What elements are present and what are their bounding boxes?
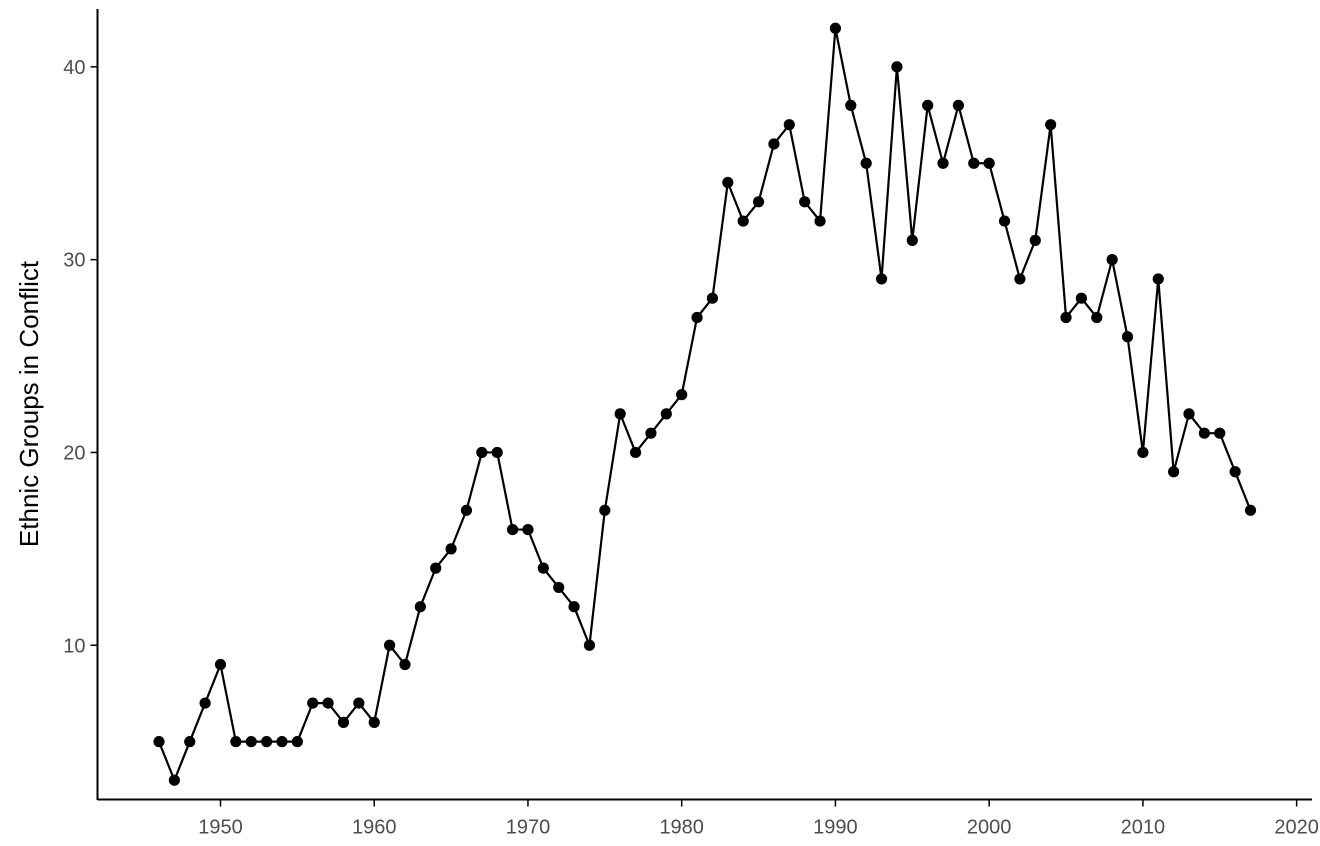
series-line (157, 27, 1252, 782)
data-point (829, 22, 842, 34)
data-point (983, 157, 995, 169)
x-tick-label: 1950 (198, 817, 243, 839)
data-point (1106, 254, 1118, 266)
data-point (722, 176, 734, 189)
data-point (1075, 292, 1087, 304)
data-point (645, 427, 657, 439)
data-point (430, 562, 442, 574)
data-point (998, 215, 1011, 227)
data-point (414, 601, 426, 613)
data-point (583, 639, 596, 651)
data-point (153, 736, 165, 748)
data-point (261, 736, 273, 748)
data-point (737, 215, 749, 227)
data-point (399, 658, 411, 671)
x-tick-label: 1970 (506, 817, 551, 839)
data-point (368, 716, 380, 728)
data-point (891, 61, 903, 73)
y-axis-ticks: 10 20 30 40 (63, 57, 98, 657)
data-point (1214, 427, 1226, 439)
data-point (1152, 273, 1164, 285)
data-point (968, 157, 980, 169)
data-point (845, 99, 857, 112)
data-point (660, 408, 672, 420)
data-point (676, 389, 688, 401)
data-point (522, 523, 534, 536)
data-point (245, 736, 257, 748)
data-point (553, 581, 565, 594)
data-point (1045, 119, 1057, 131)
series-layer (153, 22, 1257, 786)
data-point (629, 446, 642, 459)
data-point (1060, 311, 1072, 324)
data-point (875, 273, 888, 285)
data-point (599, 504, 611, 516)
data-point (276, 736, 288, 748)
data-point (706, 292, 719, 304)
data-point (353, 697, 365, 709)
x-tick-label: 2000 (967, 817, 1012, 839)
data-point (337, 716, 350, 728)
data-point (1183, 408, 1195, 420)
data-point (614, 408, 626, 420)
x-tick-label: 2010 (1121, 817, 1166, 839)
data-point (1014, 273, 1026, 285)
data-point (691, 311, 703, 324)
data-point (1121, 331, 1134, 343)
data-point (768, 138, 780, 150)
data-point (307, 697, 319, 709)
data-point (537, 562, 549, 574)
x-tick-label: 1960 (352, 817, 397, 839)
data-point (937, 157, 949, 169)
x-axis-ticks: 1950 1960 1970 1980 1990 2000 2010 2020 (198, 799, 1319, 839)
data-point (783, 119, 795, 131)
data-point (1029, 234, 1041, 246)
data-point (322, 697, 334, 709)
data-point (1091, 311, 1103, 324)
data-point (1168, 466, 1180, 478)
x-tick-label: 1990 (813, 817, 858, 839)
data-point (491, 446, 503, 459)
y-axis-title: Ethnic Groups in Conflict (14, 260, 44, 547)
data-point (1137, 446, 1149, 459)
data-point (184, 736, 196, 748)
y-tick-label: 30 (63, 250, 85, 272)
data-point (814, 215, 826, 227)
data-point (291, 736, 303, 748)
data-point (476, 446, 488, 459)
x-tick-label: 2020 (1274, 817, 1319, 839)
data-point (922, 99, 934, 112)
data-point (860, 157, 872, 169)
data-point (906, 234, 918, 246)
y-tick-label: 40 (63, 57, 85, 79)
data-point (214, 658, 227, 671)
x-tick-label: 1980 (659, 817, 704, 839)
data-point (445, 543, 457, 555)
data-point (1229, 466, 1241, 478)
data-point (506, 523, 519, 536)
data-point (952, 99, 965, 112)
data-point (199, 697, 211, 709)
y-tick-label: 20 (63, 442, 85, 464)
data-point (383, 639, 396, 651)
data-point (799, 196, 811, 208)
y-tick-label: 10 (63, 635, 85, 657)
data-point (1198, 427, 1210, 439)
data-point (1244, 504, 1257, 516)
data-point (752, 196, 765, 208)
data-point (568, 601, 580, 613)
data-point (460, 504, 473, 516)
data-point (230, 736, 242, 748)
data-point (168, 774, 180, 786)
